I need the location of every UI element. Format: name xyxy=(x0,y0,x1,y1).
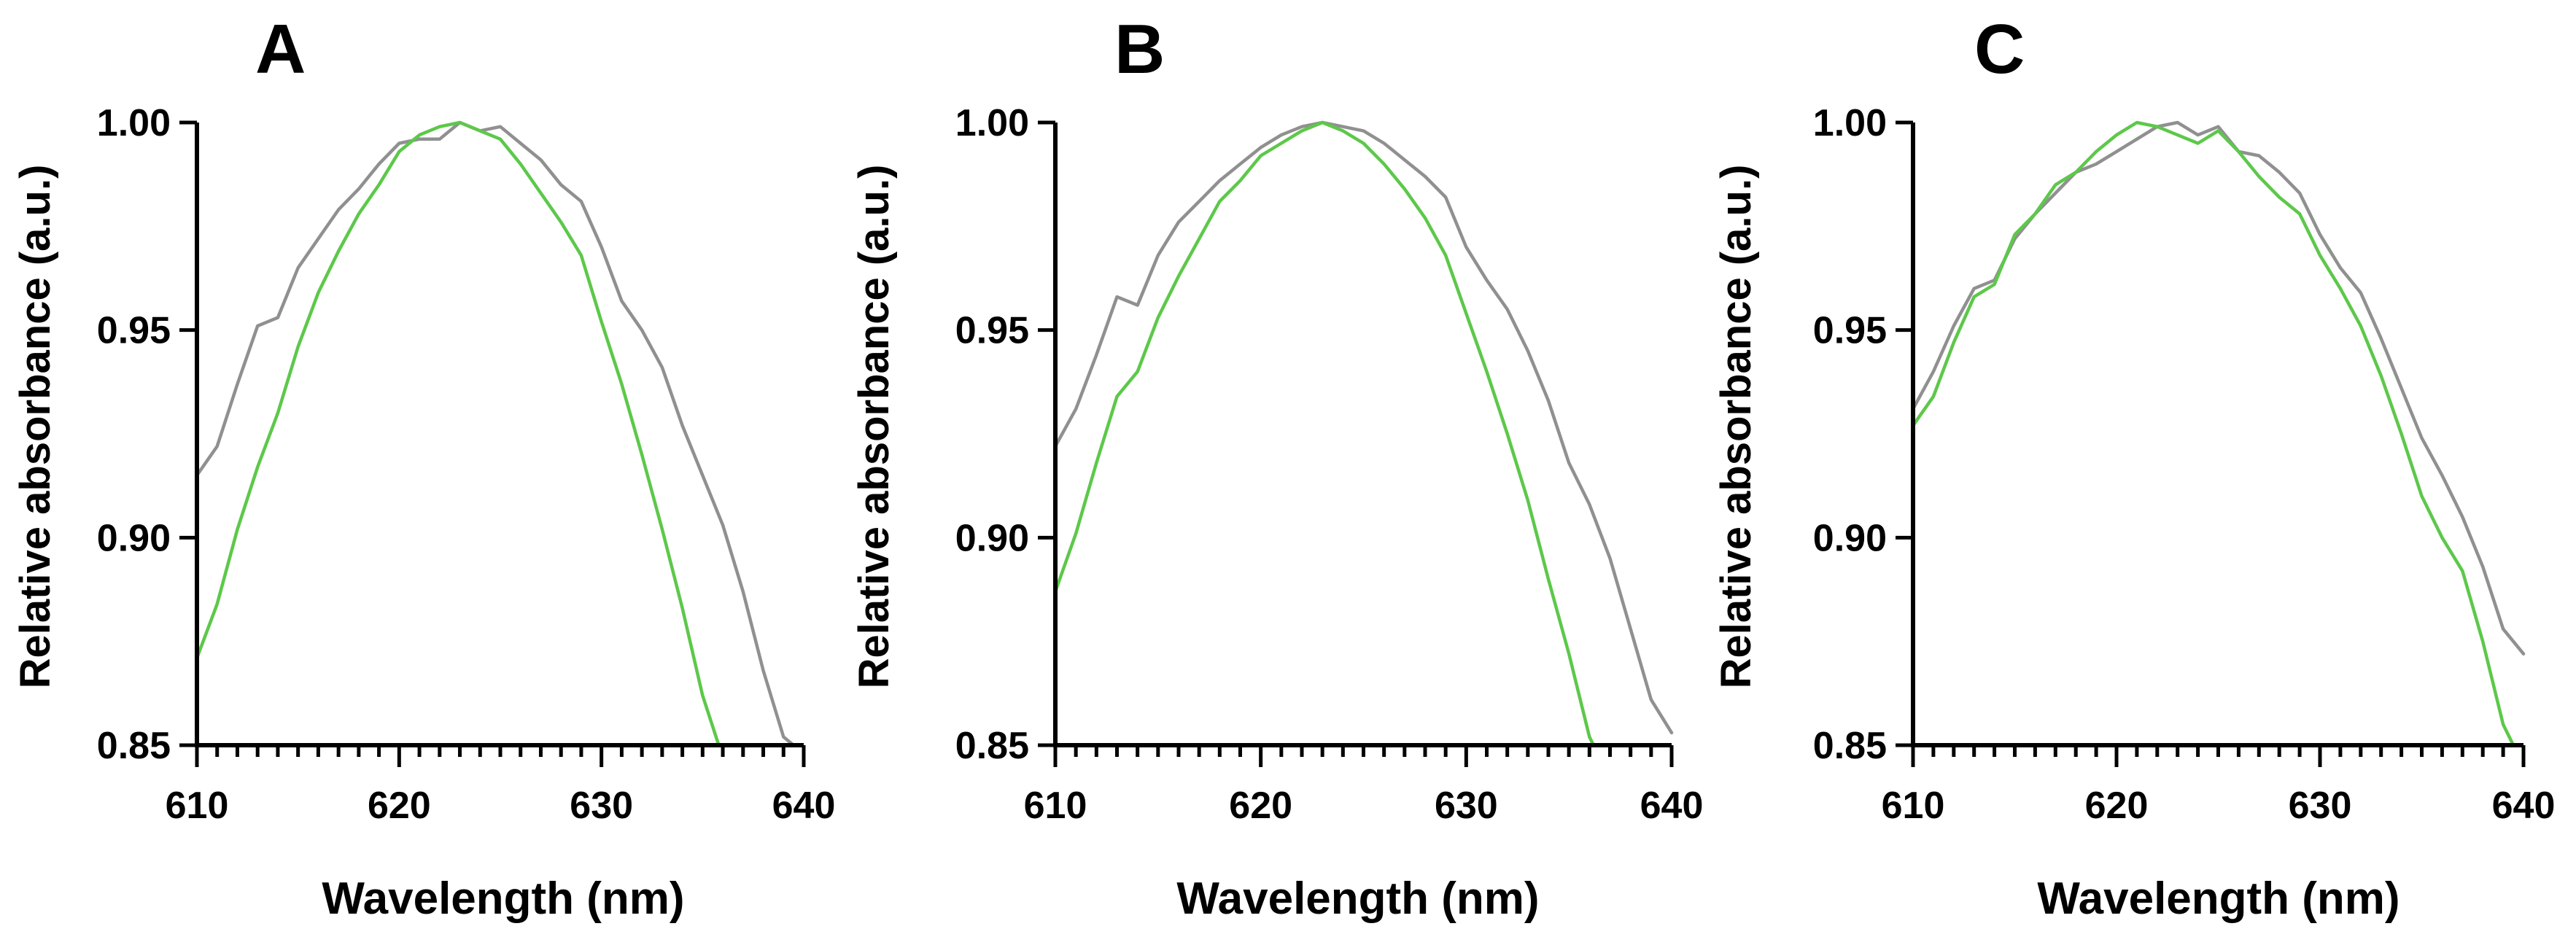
panel-c-y-tick-label: 0.95 xyxy=(1813,310,1887,352)
panel-c-y-axis-label: Relative absorbance (a.u.) xyxy=(1712,165,1760,689)
panel-a-x-tick-label: 630 xyxy=(570,785,633,827)
panel-c-y-tick-label: 0.85 xyxy=(1813,725,1887,767)
panel-a-y-tick-label: 0.90 xyxy=(97,517,171,559)
panel-a: A Relative absorbance (a.u.) Wavelength … xyxy=(12,10,835,924)
panel-c-x-tick-label: 630 xyxy=(2289,785,2352,827)
panel-b-marks: 0.85 0.90 0.95 1.00 610 620 630 640 xyxy=(955,102,1704,827)
panel-a-y-tick-label: 1.00 xyxy=(97,102,171,144)
panel-a-y-tick-label: 0.95 xyxy=(97,310,171,352)
panel-c-series-green-line xyxy=(1911,120,2515,747)
panel-b-y-tick-label: 1.00 xyxy=(955,102,1029,144)
panel-a-series-green-line xyxy=(195,120,721,747)
panel-c-y-tick-label: 1.00 xyxy=(1813,102,1887,144)
panel-a-y-tick-label: 0.85 xyxy=(97,725,171,767)
panel-b-x-tick-label: 610 xyxy=(1024,785,1087,827)
panel-c-x-axis-label: Wavelength (nm) xyxy=(2037,874,2400,924)
panel-b-x-tick-label: 630 xyxy=(1435,785,1498,827)
panel-a-marks: 0.85 0.90 0.95 1.00 610 620 630 640 xyxy=(97,102,836,827)
panel-b-x-axis-label: Wavelength (nm) xyxy=(1176,874,1539,924)
panel-a-series-gray-line xyxy=(195,120,796,747)
panel-b-y-tick-label: 0.90 xyxy=(955,517,1029,559)
panel-c-x-tick-label: 640 xyxy=(2492,785,2556,827)
panel-a-x-tick-label: 610 xyxy=(166,785,229,827)
panel-c-y-tick-label: 0.90 xyxy=(1813,517,1887,559)
panel-c-marks: 0.85 0.90 0.95 1.00 610 620 630 640 xyxy=(1813,102,2556,827)
panel-b-series-gray-line xyxy=(1053,120,1674,735)
panel-c: C Relative absorbance (a.u.) Wavelength … xyxy=(1712,10,2555,924)
panel-b-series-green-line xyxy=(1053,120,1596,747)
panel-b-y-tick-label: 0.85 xyxy=(955,725,1029,767)
panel-a-x-tick-label: 640 xyxy=(772,785,836,827)
panel-c-letter: C xyxy=(1974,10,2025,88)
panel-c-x-tick-label: 610 xyxy=(1882,785,1945,827)
panel-b: B Relative absorbance (a.u.) Wavelength … xyxy=(850,10,1703,924)
panel-b-letter: B xyxy=(1114,10,1165,88)
panel-a-letter: A xyxy=(255,10,306,88)
panel-c-x-tick-label: 620 xyxy=(2085,785,2149,827)
panel-a-x-tick-label: 620 xyxy=(368,785,431,827)
panel-a-x-axis-label: Wavelength (nm) xyxy=(322,874,684,924)
panel-b-y-axis-label: Relative absorbance (a.u.) xyxy=(850,165,898,689)
panel-a-y-axis-label: Relative absorbance (a.u.) xyxy=(12,165,59,689)
panel-b-y-tick-label: 0.95 xyxy=(955,310,1029,352)
panel-b-x-tick-label: 640 xyxy=(1640,785,1704,827)
panel-b-x-tick-label: 620 xyxy=(1229,785,1292,827)
